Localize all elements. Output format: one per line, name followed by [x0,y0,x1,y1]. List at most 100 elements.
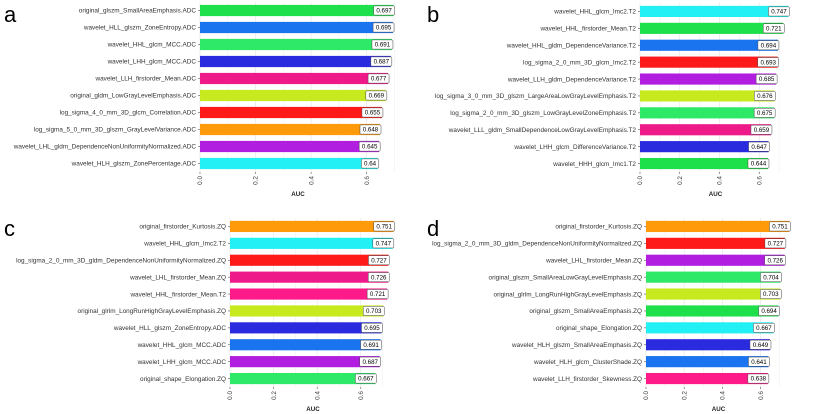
bar [230,322,382,334]
category-label: wavelet_LHH_glcm_MCC.ADC [137,359,227,366]
bar [640,90,775,102]
category-label: wavelet_LHL_firstorder_Mean.ZQ [545,257,642,264]
bar [200,106,382,119]
x-tick-label: 0.6 [364,176,371,185]
bar [230,237,393,249]
value-label: 0.747 [376,240,392,247]
value-label: 0.691 [375,42,391,49]
category-label: log_sigma_5_0_mm_3D_glszm_GrayLevelVaria… [34,127,197,134]
value-label-box [760,272,782,282]
panel-letter: a [4,2,17,27]
value-label: 0.647 [751,144,767,151]
x-tick-label: 0.0 [637,176,644,185]
bar [640,124,771,136]
bar [646,339,770,351]
value-label-box [757,40,780,51]
x-axis-label: AUC [306,406,320,413]
bar [640,157,768,170]
value-label: 0.693 [760,59,776,66]
bar [640,107,775,119]
bar [230,288,388,300]
value-label: 0.648 [363,127,379,134]
value-label-box [768,6,790,17]
bar [230,339,381,351]
value-label-box [750,124,773,135]
panel-letter: c [4,216,15,241]
bar [200,72,389,85]
bar [230,254,389,266]
category-label: wavelet_HHL_glcm_MCC.ADC [137,342,227,349]
bar [646,372,768,385]
value-label: 0.687 [362,359,378,366]
chart-panel-a: a original_glszm_SmallAreaEmphasis.ADC 0.6… [4,2,395,198]
value-label: 0.747 [771,9,787,16]
category-label: original_glszm_SmallAreaLowGrayLevelEmph… [489,274,642,281]
value-label: 0.667 [358,376,374,383]
category-label: log_sigma_2_0_mm_3D_glcm_Imc2.T2 [523,59,636,66]
value-label-box [372,238,395,249]
panel-letter: b [427,2,439,27]
bar [200,38,392,51]
chart-panel-b: b wavelet_HHL_glcm_Imc2.T2 0.747 wavelet_HH… [427,2,790,198]
category-label: original_glrlm_LongRunHighGrayLevelEmpha… [78,308,227,315]
bar [646,288,781,300]
category-label: wavelet_HHL_glcm_MCC.ADC [107,42,197,49]
category-label: original_shape_Elongation.ZQ [556,325,642,332]
bar [230,220,394,233]
value-label: 0.751 [772,224,788,231]
value-label-box [747,373,770,384]
bar [646,220,790,233]
bar [230,271,389,283]
value-label: 0.677 [371,76,387,83]
x-tick-label: 0.2 [681,391,688,400]
value-label-box [373,221,395,232]
value-label: 0.697 [376,8,392,15]
category-label: original_glrlm_LongRunHighGrayLevelEmpha… [494,291,643,298]
bar [646,271,781,283]
x-tick-label: 0.0 [197,176,204,185]
bar [200,4,394,17]
value-label: 0.655 [365,110,381,117]
category-label: wavelet_LLH_firstorder_Skewness.ZQ [532,376,642,383]
value-label: 0.649 [753,342,769,349]
category-label: wavelet_HHL_gldm_DependenceVariance.T2 [506,42,637,49]
category-label: wavelet_LLL_gldm_SmallDependenceLowGrayL… [448,127,637,134]
category-label: wavelet_LHH_glcm_DifferenceVariance.T2 [513,144,636,151]
value-label-box [760,289,782,299]
bar [200,123,380,136]
category-label: wavelet_HHL_glcm_Imc2.T2 [553,9,636,16]
bar [646,254,785,266]
value-label: 0.645 [362,144,378,151]
category-label: original_glszm_SmallAreaEmphasis.ZQ [529,308,642,315]
category-label: log_sigma_2_0_mm_3D_glszm_LowGrayLevelZo… [450,110,636,117]
value-label-box [753,108,776,118]
bar [640,56,778,68]
value-label: 0.659 [754,127,770,134]
category-label: log_sigma_4_0_mm_3D_glcm_Correlation.ADC [60,110,197,117]
value-label-box [769,221,791,232]
value-label: 0.641 [751,359,767,366]
value-label: 0.703 [366,308,382,315]
value-label: 0.727 [768,240,784,247]
x-tick-label: 0.4 [314,391,321,400]
value-label-box [361,323,383,333]
value-label: 0.691 [363,342,379,349]
bar [640,39,778,51]
value-label-box [758,306,780,316]
x-tick-label: 0.0 [643,391,650,400]
x-tick-label: 0.6 [758,391,765,400]
value-label-box [359,356,381,367]
category-label: wavelet_HLL_glszm_ZoneEntropy.ADC [83,25,197,32]
bar [200,55,391,68]
value-label-box [373,5,395,16]
value-label-box [764,255,786,266]
value-label: 0.694 [761,308,777,315]
value-label-box [367,272,390,282]
value-label: 0.667 [756,325,772,332]
bar [200,89,386,102]
value-label: 0.675 [757,110,773,117]
value-label: 0.676 [757,93,773,100]
category-label: wavelet_HLH_glszm_SmallAreaEmphasis.ZQ [511,342,642,349]
value-label-box [360,339,382,350]
